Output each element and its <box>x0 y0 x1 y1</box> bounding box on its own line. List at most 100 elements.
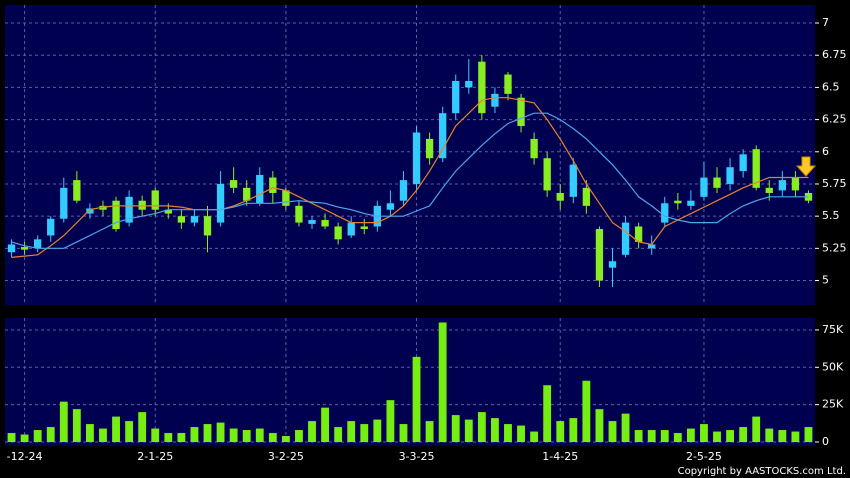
volume-bar <box>595 409 604 442</box>
candle-body <box>229 180 238 188</box>
volume-bar <box>7 433 16 442</box>
volume-bar <box>517 425 525 442</box>
volume-bar <box>386 400 395 442</box>
y-tick-label: 75K <box>822 323 844 336</box>
candle-body <box>687 200 695 206</box>
volume-bar <box>804 427 813 442</box>
candle-body <box>778 180 786 191</box>
candle-body <box>60 187 68 219</box>
candle-body <box>648 244 656 249</box>
volume-bar <box>151 428 160 442</box>
plot-layer: -12-24 2-1-25 3-2-25 3-3-25 1-4-25 2-5-25 5 5.2… <box>5 5 847 463</box>
candle-body <box>791 177 800 191</box>
volume-bar <box>530 431 539 442</box>
volume-bar <box>660 430 669 442</box>
volume-bar <box>295 430 303 442</box>
volume-bar <box>582 380 591 442</box>
volume-bar <box>464 419 473 442</box>
candle-body <box>7 244 16 253</box>
volume-bar <box>242 430 251 442</box>
candle-body <box>765 187 773 193</box>
y-tick-label: 6.75 <box>822 48 847 61</box>
volume-bar <box>752 416 761 442</box>
volume-bar <box>20 434 29 442</box>
candle-body <box>608 261 617 268</box>
y-tick-label: 25K <box>822 398 844 411</box>
volume-bar <box>177 433 186 442</box>
candle-body <box>73 180 81 201</box>
volume-bar <box>425 421 434 442</box>
x-tick-label: 2-5-25 <box>686 450 722 463</box>
volume-bar <box>556 421 565 442</box>
volume-bar <box>778 430 787 442</box>
candle-body <box>661 203 669 223</box>
volume-bar <box>647 430 656 442</box>
volume-bar <box>504 424 512 442</box>
copyright: Copyright by AASTOCKS.com Ltd. <box>678 466 846 477</box>
volume-bar <box>308 421 316 442</box>
y-tick-label: 5.25 <box>822 241 847 254</box>
candle-body <box>543 158 551 191</box>
candle-body <box>595 229 604 281</box>
candle-body <box>556 192 564 201</box>
candle-body <box>412 132 421 184</box>
candle-body <box>530 138 538 159</box>
volume-bar <box>673 433 682 442</box>
volume-bar <box>33 430 42 442</box>
price-panel <box>5 5 815 305</box>
moving-average-line <box>11 112 809 249</box>
candle-body <box>203 216 212 236</box>
candle-body <box>399 180 408 201</box>
y-tick-label: 7 <box>822 16 829 29</box>
y-tick-label: 6 <box>822 145 829 158</box>
candle-body <box>452 80 460 114</box>
volume-bar <box>451 415 460 442</box>
candle-body <box>504 74 512 94</box>
volume-bar <box>229 428 238 442</box>
candle-body <box>138 200 146 210</box>
candle-body <box>386 203 395 210</box>
volume-bar <box>255 428 264 442</box>
candle-body <box>47 218 55 236</box>
candle-body <box>20 247 29 250</box>
candle-body <box>634 226 643 242</box>
moving-average-line <box>11 97 809 258</box>
candle-body <box>739 154 747 172</box>
volume-bar <box>700 424 708 442</box>
volume-bar <box>621 413 630 442</box>
y-tick-label: 0 <box>822 435 829 448</box>
candle-body <box>621 222 630 255</box>
x-tick-label: -12-24 <box>7 450 43 463</box>
volume-bar <box>765 428 774 442</box>
x-tick-label: 2-1-25 <box>137 450 173 463</box>
candle-body <box>517 97 525 127</box>
candle-body <box>282 190 290 206</box>
volume-bar <box>373 419 382 442</box>
candle-body <box>360 226 368 230</box>
volume-bar <box>569 418 578 442</box>
candle-body <box>321 220 329 227</box>
candle-body <box>491 93 499 107</box>
candle-body <box>295 205 303 223</box>
volume-bar <box>86 424 94 442</box>
volume-bar <box>46 427 55 442</box>
y-tick-label: 6.25 <box>822 113 847 126</box>
volume-bar <box>112 416 120 442</box>
volume-bar <box>399 424 408 442</box>
volume-bar <box>608 421 617 442</box>
candle-body <box>582 187 591 206</box>
volume-bar <box>59 401 68 442</box>
volume-bar <box>360 424 369 442</box>
volume-bar <box>190 427 199 442</box>
volume-bar <box>268 433 277 442</box>
x-tick-label: 3-2-25 <box>268 450 304 463</box>
volume-bar <box>203 424 212 442</box>
candle-body <box>713 177 721 188</box>
volume-bar <box>412 356 421 442</box>
volume-bar <box>216 422 225 442</box>
candle-body <box>151 190 159 210</box>
volume-bar <box>477 412 486 442</box>
volume-bar <box>281 436 290 442</box>
candle-body <box>308 220 316 224</box>
